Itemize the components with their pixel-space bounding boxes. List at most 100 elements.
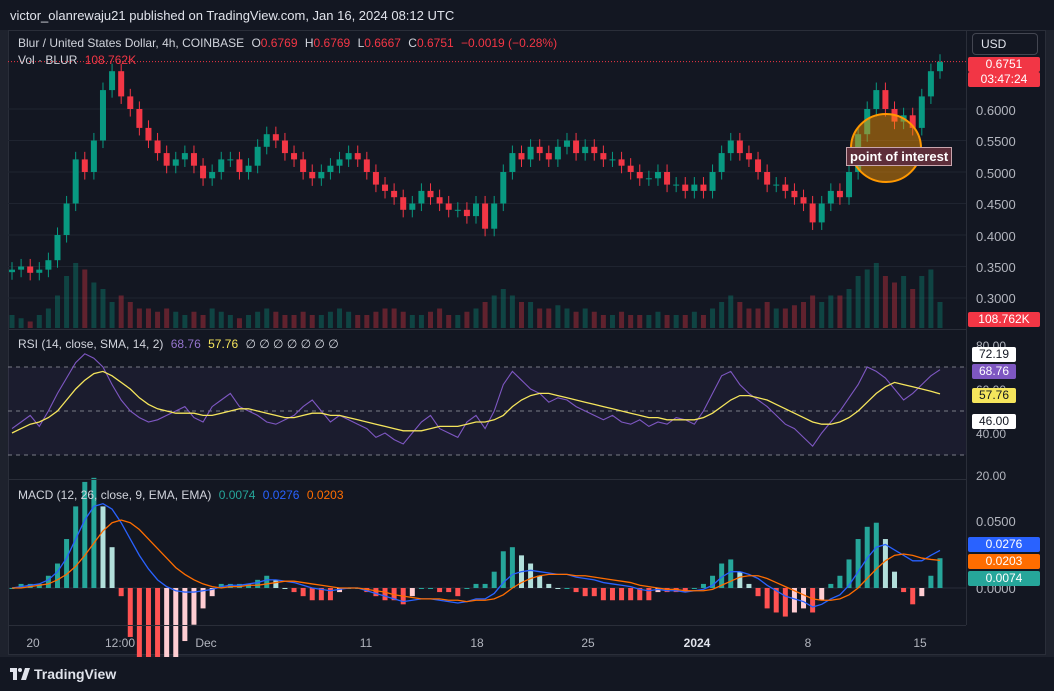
candle-body: [409, 203, 416, 210]
volume-bar: [855, 276, 861, 328]
volume-bar: [928, 269, 934, 328]
volume-bar: [173, 311, 179, 328]
candle-body: [436, 197, 443, 204]
volume-bar: [227, 315, 233, 328]
macd-histogram-bar: [364, 588, 370, 593]
volume-label[interactable]: Vol · BLUR: [18, 53, 78, 67]
candle-body: [873, 90, 880, 109]
macd-histogram-bar: [482, 583, 488, 588]
candle-body: [272, 134, 279, 141]
rsi-ma-badge: 57.76: [972, 388, 1016, 403]
price-tick: 0.3500: [976, 260, 1016, 275]
macd-histogram-bar: [855, 539, 861, 588]
candle-body: [909, 115, 916, 128]
volume-bar: [364, 315, 370, 328]
volume-bar: [637, 315, 643, 328]
volume-bar: [409, 315, 415, 328]
macd-histogram-bar: [691, 588, 697, 589]
macd-histogram-bar: [264, 575, 270, 588]
macd-histogram-bar: [528, 563, 534, 588]
candle-body: [127, 96, 134, 109]
volume-bar: [600, 315, 606, 328]
volume-bar: [728, 295, 734, 328]
candle-body: [618, 159, 625, 166]
macd-histogram-bar: [300, 588, 306, 597]
macd-histogram-bar: [873, 522, 879, 588]
price-tick: 0.4500: [976, 197, 1016, 212]
macd-histogram-bar: [145, 588, 151, 678]
low-value: 0.6667: [364, 36, 401, 50]
macd-histogram-bar: [646, 588, 652, 601]
candle-body: [545, 153, 552, 160]
macd-pane-separator: [8, 479, 966, 480]
open-value: 0.6769: [260, 36, 298, 50]
macd-value: 0.0276: [262, 488, 300, 502]
macd-histogram-bar: [928, 575, 934, 588]
rsi-line: [11, 353, 941, 448]
tradingview-logo-icon: [10, 668, 30, 680]
signal-line: [12, 519, 941, 603]
volume-bar: [837, 295, 843, 328]
candle-body: [291, 153, 298, 160]
close-value: 0.6751: [416, 36, 454, 50]
candle-body: [518, 153, 525, 160]
candle-body: [372, 172, 379, 185]
macd-badge: 0.0276: [968, 537, 1040, 552]
candle-body: [400, 197, 407, 210]
candle-body: [354, 153, 361, 160]
macd-histogram-bar: [45, 575, 51, 588]
volume-bar: [355, 315, 361, 328]
macd-title[interactable]: MACD (12, 26, close, 9, EMA, EMA): [18, 488, 212, 502]
rsi-lower-badge: 46.00: [972, 414, 1016, 429]
macd-histogram-bar: [564, 588, 570, 589]
macd-histogram-bar: [246, 583, 252, 588]
rsi-legend: RSI (14, close, SMA, 14, 2) 68.76 57.76 …: [18, 337, 343, 351]
volume-bar: [27, 321, 33, 328]
rsi-tick: 20.00: [976, 469, 1007, 483]
macd-histogram-bar: [609, 588, 615, 601]
volume-bar: [82, 269, 88, 328]
macd-histogram-bar: [291, 588, 297, 593]
macd-histogram-bar: [428, 588, 434, 589]
tradingview-brand: TradingView: [34, 666, 117, 682]
volume-bar: [737, 302, 743, 328]
rsi-tick: 40.00: [976, 427, 1007, 441]
tradingview-logo[interactable]: TradingView: [10, 666, 116, 682]
candle-body: [254, 146, 261, 166]
volume-bar: [764, 302, 770, 328]
macd-histogram-bar: [455, 588, 461, 597]
candle-body: [236, 159, 243, 172]
price-tick: 0.4000: [976, 229, 1016, 244]
histogram-badge: 0.0074: [968, 571, 1040, 586]
volume-bar: [591, 311, 597, 328]
volume-bar: [937, 302, 943, 328]
volume-bar: [482, 302, 488, 328]
volume-badge: 108.762K: [968, 312, 1040, 327]
macd-histogram-bar: [882, 539, 888, 588]
currency-button[interactable]: USD: [972, 33, 1038, 55]
volume-bar: [118, 295, 124, 328]
volume-bar: [646, 315, 652, 328]
macd-histogram-bar: [309, 588, 315, 601]
volume-bar: [491, 295, 497, 328]
volume-bar: [191, 311, 197, 328]
symbol-title[interactable]: Blur / United States Dollar, 4h, COINBAS…: [18, 36, 245, 50]
open-label: O: [251, 36, 261, 50]
candle-body: [145, 127, 152, 141]
macd-histogram-bar: [127, 588, 133, 637]
rsi-upper-badge: 72.19: [972, 347, 1016, 362]
candle-body: [27, 266, 34, 273]
last-price-badge: 0.6751: [968, 57, 1040, 72]
annotation-label[interactable]: point of interest: [846, 147, 953, 166]
volume-bar: [910, 289, 916, 328]
rsi-ma-line: [11, 370, 941, 434]
rsi-title[interactable]: RSI (14, close, SMA, 14, 2): [18, 337, 164, 351]
volume-bar: [628, 315, 634, 328]
price-tick: 0.3000: [976, 291, 1016, 306]
macd-histogram-bar: [546, 583, 552, 588]
macd-histogram-bar: [82, 481, 88, 588]
macd-histogram-bar: [810, 588, 816, 613]
candle-body: [827, 190, 834, 204]
volume-bar: [400, 311, 406, 328]
